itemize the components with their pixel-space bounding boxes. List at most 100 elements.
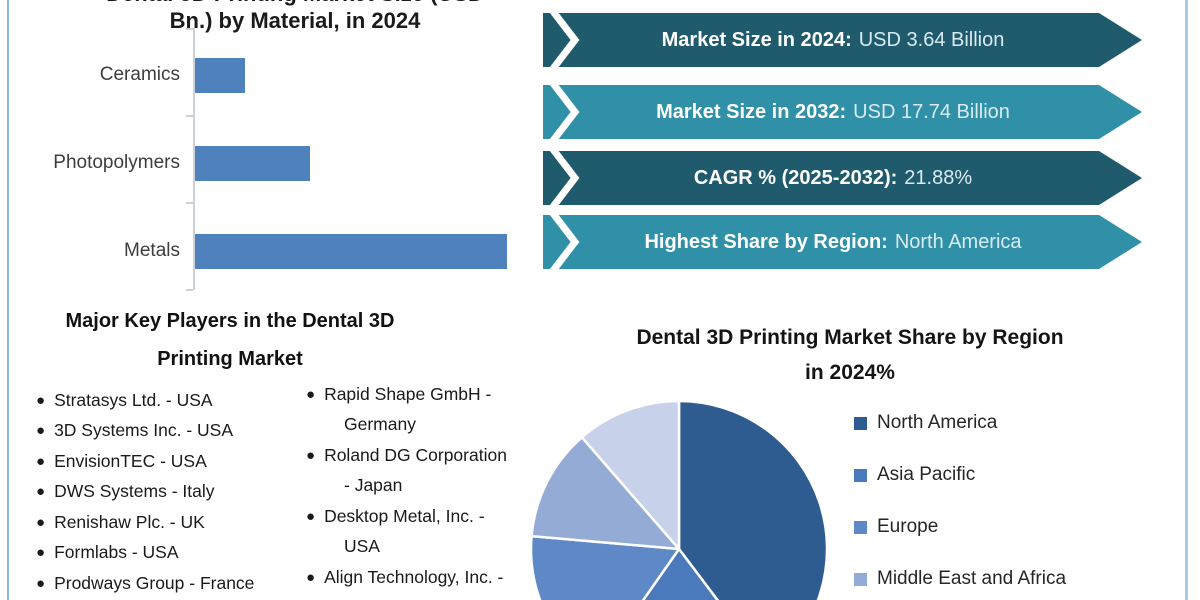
stat-banner: CAGR % (2025-2032): 21.88% <box>543 151 1143 205</box>
key-player-item-continuation: Germany <box>306 410 546 441</box>
stat-banner: Market Size in 2024: USD 3.64 Billion <box>543 13 1143 67</box>
key-player-text: Renishaw Plc. - UK <box>54 511 205 532</box>
legend-swatch-icon <box>854 416 867 430</box>
key-player-item: ● Renishaw Plc. - UK <box>36 507 254 538</box>
banner-label: CAGR % (2025-2032): <box>693 166 898 189</box>
bullet-icon: ● <box>36 391 46 409</box>
pie-slice <box>641 547 720 600</box>
bullet-icon: ● <box>306 385 316 403</box>
bullet-icon: ● <box>36 513 46 531</box>
pie-slice <box>677 399 829 600</box>
banner-value: 21.88% <box>904 166 973 189</box>
bar <box>195 234 507 269</box>
key-players-heading: Major Key Players in the Dental 3D Print… <box>20 302 440 378</box>
frame-left-border <box>7 0 9 600</box>
banner-arrow-shape <box>543 85 1142 139</box>
legend-label: Middle East and Africa <box>877 568 1067 589</box>
bullet-icon: ● <box>36 574 46 592</box>
key-player-text: - Japan <box>344 475 403 496</box>
banner-arrow-shape <box>543 215 1142 269</box>
banner-chevron-notch <box>549 13 580 67</box>
banner-value: USD 17.74 Billion <box>853 100 1010 123</box>
bar-category-label: Ceramics <box>99 64 180 85</box>
bar-axis-tick <box>186 115 193 117</box>
banner-chevron-notch <box>549 85 580 139</box>
key-player-text: Roland DG Corporation <box>324 444 507 465</box>
bullet-icon: ● <box>36 422 46 440</box>
banner-text: CAGR % (2025-2032): 21.88% <box>573 151 1093 205</box>
key-player-item: ● Rapid Shape GmbH - <box>306 379 546 410</box>
banner-arrow-shape <box>543 151 1142 205</box>
key-player-text: DWS Systems - Italy <box>54 481 215 502</box>
key-player-text: Desktop Metal, Inc. - <box>324 505 485 526</box>
legend-label: North America <box>877 412 998 433</box>
bar-category-label: Metals <box>124 240 180 261</box>
bar-chart-title-line1-clipped: Dental 3D Printing Market Size (USD <box>60 0 530 7</box>
key-player-text: Align Technology, Inc. - <box>324 566 504 587</box>
legend-swatch-icon <box>854 468 867 482</box>
key-player-item: ● DWS Systems - Italy <box>36 477 254 508</box>
legend-swatch-icon <box>854 520 867 534</box>
banner-chevron-notch <box>549 215 580 269</box>
bar-chart-title-line2: Bn.) by Material, in 2024 <box>169 8 421 33</box>
bar-axis-tick <box>186 28 193 30</box>
key-player-text: 3D Systems Inc. - USA <box>54 420 233 441</box>
legend-label: Europe <box>877 516 939 537</box>
key-player-item: ● Stratasys Ltd. - USA <box>36 385 254 416</box>
banner-label: Market Size in 2024: <box>661 28 852 51</box>
key-player-item: ● Align Technology, Inc. - <box>306 562 546 593</box>
legend-item: Middle East and Africa <box>854 566 1066 592</box>
bar-chart-title: Dental 3D Printing Market Size (USD Bn.)… <box>60 0 530 34</box>
key-player-item-continuation: - Japan <box>306 471 546 502</box>
bullet-icon: ● <box>36 452 46 470</box>
key-player-text: Rapid Shape GmbH - <box>324 383 492 404</box>
pie-chart-title-line2: in 2024% <box>805 361 895 384</box>
key-player-item-continuation: USA <box>306 532 546 563</box>
banner-text: Highest Share by Region: North America <box>573 215 1093 269</box>
bar <box>195 58 245 93</box>
key-player-item: ● Roland DG Corporation <box>306 440 546 471</box>
key-player-text: Prodways Group - France <box>54 572 255 593</box>
stat-banner: Market Size in 2032: USD 17.74 Billion <box>543 85 1143 139</box>
key-player-item: ● 3D Systems Inc. - USA <box>36 416 254 447</box>
key-player-item: ● Prodways Group - France <box>36 568 254 599</box>
legend-item: Asia Pacific <box>854 462 975 488</box>
key-player-text: Stratasys Ltd. - USA <box>54 389 213 410</box>
legend-swatch-icon <box>854 572 867 586</box>
banner-text: Market Size in 2024: USD 3.64 Billion <box>573 13 1093 67</box>
key-player-text: Germany <box>344 414 416 435</box>
pie-slice <box>529 534 681 600</box>
banner-value: USD 3.64 Billion <box>858 28 1005 51</box>
key-players-heading-line2: Printing Market <box>157 348 303 370</box>
key-players-column-2: ● Rapid Shape GmbH - Germany ● Roland DG Cor… <box>306 379 546 593</box>
banner-label: Highest Share by Region: <box>644 230 888 253</box>
legend-label: Asia Pacific <box>877 464 976 485</box>
key-player-item: ● EnvisionTEC - USA <box>36 446 254 477</box>
banner-text: Market Size in 2032: USD 17.74 Billion <box>573 85 1093 139</box>
key-player-item: ● Desktop Metal, Inc. - <box>306 501 546 532</box>
pie-chart-title-line1: Dental 3D Printing Market Share by Regio… <box>636 326 1064 349</box>
bar-category-label: Photopolymers <box>53 152 180 173</box>
frame-right-border <box>1185 0 1188 600</box>
key-player-text: EnvisionTEC - USA <box>54 450 207 471</box>
bullet-icon: ● <box>306 568 316 586</box>
key-player-text: USA <box>344 536 380 557</box>
bar-axis-tick <box>186 289 193 291</box>
bullet-icon: ● <box>306 507 316 525</box>
banner-chevron-notch <box>549 151 580 205</box>
bullet-icon: ● <box>306 446 316 464</box>
key-player-item: ● Formlabs - USA <box>36 538 254 569</box>
stat-banner: Highest Share by Region: North America <box>543 215 1143 269</box>
banner-value: North America <box>894 230 1022 253</box>
pie-chart-title: Dental 3D Printing Market Share by Regio… <box>570 320 1130 390</box>
banner-label: Market Size in 2032: <box>656 100 847 123</box>
bar-chart-value-axis <box>193 28 195 290</box>
bar <box>195 146 310 181</box>
pie-chart <box>529 399 829 600</box>
legend-item: North America <box>854 410 997 436</box>
bullet-icon: ● <box>36 483 46 501</box>
bullet-icon: ● <box>36 544 46 562</box>
bar-axis-tick <box>186 202 193 204</box>
pie-slice <box>530 436 681 551</box>
